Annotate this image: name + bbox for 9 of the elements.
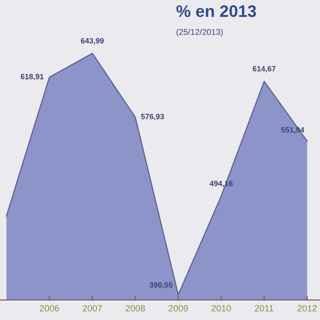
x-tick-label: 2007 bbox=[82, 305, 102, 312]
chart-title: % en 2013 bbox=[176, 5, 256, 18]
x-tick-label: 2009 bbox=[168, 305, 188, 312]
x-tick-label: 2012 bbox=[298, 305, 317, 312]
x-tick-label: 2006 bbox=[40, 305, 60, 312]
x-tick-label: 2011 bbox=[254, 305, 274, 312]
text: (25/12/2013) bbox=[176, 28, 223, 37]
x-tick-label: 2010 bbox=[212, 305, 231, 312]
x-tick-label: 2008 bbox=[126, 305, 145, 312]
